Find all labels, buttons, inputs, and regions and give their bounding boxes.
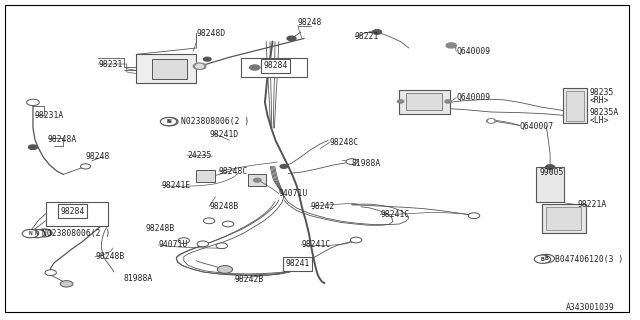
- Bar: [566, 91, 584, 121]
- Circle shape: [446, 43, 456, 48]
- Text: 94071U: 94071U: [279, 189, 308, 198]
- Bar: [399, 90, 450, 114]
- Circle shape: [27, 99, 39, 106]
- Bar: [563, 88, 587, 123]
- Circle shape: [193, 63, 206, 69]
- Text: 98248C: 98248C: [219, 167, 248, 176]
- Text: 98248: 98248: [86, 152, 110, 161]
- Text: <RH>: <RH>: [589, 96, 609, 105]
- Text: Q640009: Q640009: [456, 47, 490, 56]
- Circle shape: [218, 266, 232, 273]
- Circle shape: [197, 241, 209, 247]
- Bar: [536, 167, 564, 202]
- Circle shape: [538, 254, 554, 263]
- Bar: [406, 93, 442, 110]
- Text: 98284: 98284: [264, 61, 288, 70]
- Text: N: N: [168, 119, 172, 124]
- Text: 98235A: 98235A: [589, 108, 619, 116]
- Text: 24235: 24235: [187, 151, 211, 160]
- Circle shape: [216, 243, 227, 249]
- Text: 98248C: 98248C: [330, 138, 359, 147]
- Bar: [547, 207, 581, 230]
- Circle shape: [60, 281, 73, 287]
- Text: 98241E: 98241E: [162, 181, 191, 190]
- Circle shape: [196, 64, 204, 68]
- Circle shape: [29, 229, 45, 238]
- Text: N: N: [35, 231, 38, 236]
- Circle shape: [468, 213, 480, 219]
- Text: B: B: [541, 257, 545, 262]
- Text: 98235: 98235: [589, 88, 614, 97]
- Bar: [152, 59, 187, 79]
- Text: 98221: 98221: [355, 32, 380, 41]
- Circle shape: [161, 117, 177, 126]
- Text: 98242B: 98242B: [234, 275, 264, 284]
- Text: 98241D: 98241D: [209, 130, 238, 139]
- Circle shape: [250, 65, 260, 70]
- Text: B047406120(3 ): B047406120(3 ): [554, 255, 623, 264]
- Text: 98248A: 98248A: [47, 135, 77, 144]
- Circle shape: [36, 229, 52, 237]
- Circle shape: [39, 230, 49, 236]
- Circle shape: [61, 210, 74, 217]
- Text: N023808006(2 ): N023808006(2 ): [180, 117, 249, 126]
- Text: 98248D: 98248D: [196, 29, 226, 38]
- Text: B: B: [545, 256, 548, 261]
- Circle shape: [488, 120, 493, 122]
- Bar: [248, 174, 266, 186]
- Circle shape: [346, 159, 357, 164]
- Circle shape: [372, 30, 381, 34]
- Text: A343001039: A343001039: [566, 303, 615, 312]
- Circle shape: [178, 238, 189, 244]
- Circle shape: [162, 117, 178, 126]
- Circle shape: [397, 100, 404, 103]
- Circle shape: [534, 255, 551, 263]
- Text: 98248B: 98248B: [146, 224, 175, 233]
- Text: N023808006(2 ): N023808006(2 ): [42, 229, 111, 238]
- Circle shape: [287, 36, 296, 41]
- Text: 98248B: 98248B: [95, 252, 124, 261]
- Text: 81988A: 81988A: [124, 274, 153, 283]
- Circle shape: [45, 270, 56, 276]
- Bar: [241, 58, 307, 77]
- Text: 98242: 98242: [310, 202, 335, 211]
- Text: <LH>: <LH>: [589, 116, 609, 124]
- Circle shape: [445, 100, 451, 103]
- Text: 98241C: 98241C: [301, 240, 330, 249]
- Circle shape: [81, 164, 91, 169]
- Text: 81988A: 81988A: [352, 159, 381, 168]
- Text: 94071U: 94071U: [159, 240, 188, 249]
- Text: 98284: 98284: [61, 207, 85, 216]
- Text: 98241C: 98241C: [380, 210, 410, 219]
- Text: Q640009: Q640009: [456, 93, 490, 102]
- Circle shape: [351, 237, 362, 243]
- Text: 98221A: 98221A: [578, 200, 607, 209]
- Text: N: N: [29, 231, 32, 236]
- Circle shape: [22, 229, 38, 238]
- Bar: [136, 54, 196, 83]
- Text: Q640007: Q640007: [520, 122, 554, 131]
- Text: 98248B: 98248B: [209, 202, 238, 211]
- Text: 98241: 98241: [285, 260, 310, 268]
- Text: 98231A: 98231A: [35, 111, 64, 120]
- Bar: [196, 170, 216, 182]
- Circle shape: [487, 119, 495, 123]
- Circle shape: [280, 164, 288, 168]
- Bar: [45, 202, 108, 226]
- Circle shape: [204, 218, 215, 224]
- Circle shape: [546, 165, 554, 169]
- Text: 99005: 99005: [539, 168, 564, 177]
- Text: 98231: 98231: [98, 60, 123, 68]
- Text: N: N: [166, 119, 170, 124]
- Circle shape: [29, 145, 37, 149]
- Bar: [542, 204, 586, 233]
- Circle shape: [253, 178, 261, 182]
- Circle shape: [223, 221, 234, 227]
- Circle shape: [204, 57, 211, 61]
- Text: 98248: 98248: [298, 18, 322, 27]
